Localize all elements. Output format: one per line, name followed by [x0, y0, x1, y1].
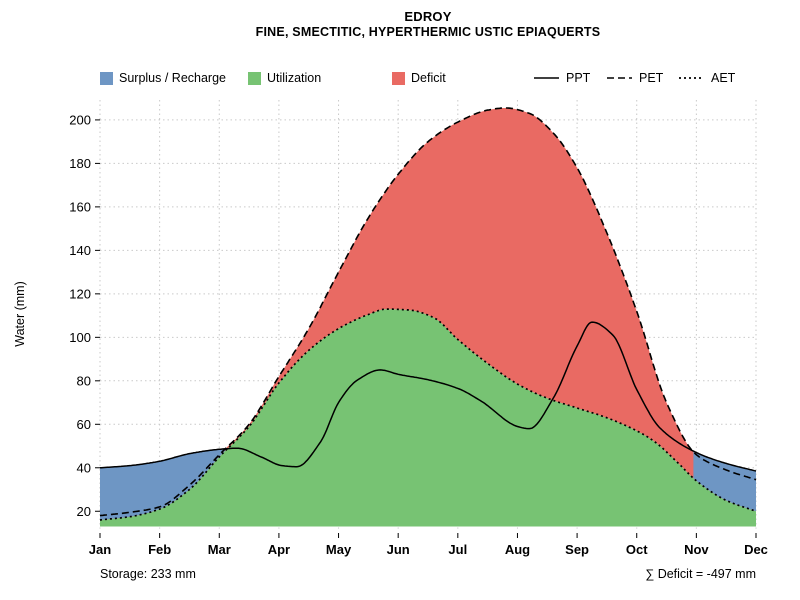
- legend-item-pet: PET: [606, 70, 663, 86]
- svg-text:Dec: Dec: [744, 542, 768, 557]
- svg-text:60: 60: [77, 417, 91, 432]
- chart-subtitle: FINE, SMECTITIC, HYPERTHERMIC USTIC EPIA…: [255, 25, 601, 39]
- svg-text:180: 180: [69, 156, 91, 171]
- svg-text:80: 80: [77, 373, 91, 388]
- legend-item-surplus: Surplus / Recharge: [100, 70, 226, 86]
- areas: [100, 108, 756, 527]
- legend-pet-label: PET: [639, 71, 664, 85]
- legend-deficit-label: Deficit: [411, 71, 446, 85]
- legend-utilization-label: Utilization: [267, 71, 322, 85]
- svg-text:Mar: Mar: [208, 542, 231, 557]
- svg-text:Oct: Oct: [626, 542, 648, 557]
- deficit-sum-annotation: ∑ Deficit = -497 mm: [645, 567, 756, 581]
- legend-aet-label: AET: [711, 71, 736, 85]
- svg-text:200: 200: [69, 112, 91, 127]
- svg-text:Apr: Apr: [268, 542, 290, 557]
- solid-line-icon: [534, 77, 559, 79]
- svg-text:Nov: Nov: [684, 542, 709, 557]
- svg-text:Sep: Sep: [565, 542, 589, 557]
- dashed-line-icon: [607, 77, 632, 79]
- legend-surplus-label: Surplus / Recharge: [119, 71, 227, 85]
- chart-title: EDROY: [404, 9, 452, 24]
- utilization-swatch-icon: [248, 71, 261, 85]
- svg-text:140: 140: [69, 243, 91, 258]
- legend-item-deficit: Deficit: [392, 70, 446, 86]
- svg-text:Jun: Jun: [387, 542, 410, 557]
- svg-text:Aug: Aug: [505, 542, 530, 557]
- svg-text:40: 40: [77, 460, 91, 475]
- deficit-swatch-icon: [392, 71, 405, 85]
- svg-text:100: 100: [69, 330, 91, 345]
- legend-item-utilization: Utilization: [248, 70, 321, 86]
- svg-text:May: May: [326, 542, 352, 557]
- legend-item-aet: AET: [678, 70, 735, 86]
- svg-text:Feb: Feb: [148, 542, 171, 557]
- legend-ppt-label: PPT: [566, 71, 591, 85]
- svg-text:Jul: Jul: [448, 542, 467, 557]
- svg-text:160: 160: [69, 199, 91, 214]
- surplus-swatch-icon: [100, 71, 113, 85]
- svg-text:20: 20: [77, 504, 91, 519]
- storage-annotation: Storage: 233 mm: [100, 567, 196, 581]
- series-lines: [99, 107, 757, 521]
- svg-text:120: 120: [69, 286, 91, 301]
- svg-text:Jan: Jan: [89, 542, 111, 557]
- dotted-line-icon: [679, 77, 704, 79]
- axes: Jan Feb Mar Apr May Jun Jul Aug Sep Oct Nov Dec 20 40…: [69, 112, 768, 557]
- legend-item-ppt: PPT: [533, 70, 590, 86]
